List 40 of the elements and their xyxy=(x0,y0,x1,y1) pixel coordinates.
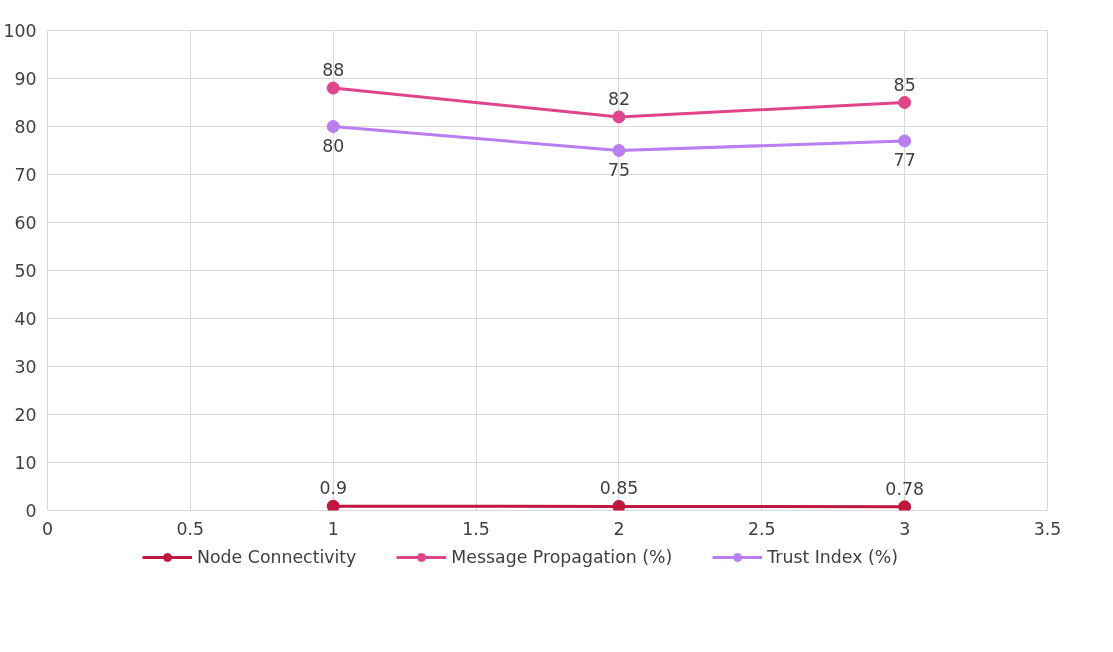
x-tick-label: 0 xyxy=(41,518,54,539)
x-tick-label: 1.5 xyxy=(462,518,490,539)
data-label: 82 xyxy=(607,88,630,109)
y-tick-label: 40 xyxy=(14,309,37,329)
y-tick-label: 10 xyxy=(14,453,37,473)
data-label: 0.85 xyxy=(599,478,639,499)
point xyxy=(612,144,626,157)
legend-label: Message Propagation (%) xyxy=(451,547,673,567)
data-label: 77 xyxy=(893,149,916,170)
y-tick-label: 20 xyxy=(14,405,37,425)
point xyxy=(326,81,340,95)
y-tick-label: 70 xyxy=(14,165,37,185)
x-tick-label: 2 xyxy=(613,518,625,539)
data-label: 85 xyxy=(893,74,916,95)
point xyxy=(898,96,912,109)
y-tick-label: 50 xyxy=(14,261,37,281)
point xyxy=(326,499,340,511)
legend-label: Node Connectivity xyxy=(197,547,357,567)
x-tick-label: 3 xyxy=(899,518,911,539)
data-label: 88 xyxy=(322,60,345,81)
y-tick-label: 90 xyxy=(14,69,37,89)
y-tick-label: 0 xyxy=(25,501,37,521)
x-tick-label: 0.5 xyxy=(176,518,205,539)
y-tick-label: 100 xyxy=(3,21,37,41)
x-tick-label: 1 xyxy=(327,518,339,539)
data-label: 0.78 xyxy=(885,478,924,499)
x-tick-label: 2.5 xyxy=(748,518,776,539)
point xyxy=(612,110,626,124)
point xyxy=(612,499,626,511)
y-tick-label: 80 xyxy=(14,117,37,137)
y-tick-label: 60 xyxy=(14,213,37,233)
data-label: 80 xyxy=(322,135,345,156)
point xyxy=(326,120,340,133)
x-tick-label: 3.5 xyxy=(1033,518,1062,539)
point xyxy=(898,500,912,511)
legend-label: Trust Index (%) xyxy=(767,547,898,567)
data-label: 0.9 xyxy=(319,478,347,499)
y-tick-label: 30 xyxy=(14,357,37,377)
data-label: 75 xyxy=(607,159,630,180)
point xyxy=(898,134,912,148)
